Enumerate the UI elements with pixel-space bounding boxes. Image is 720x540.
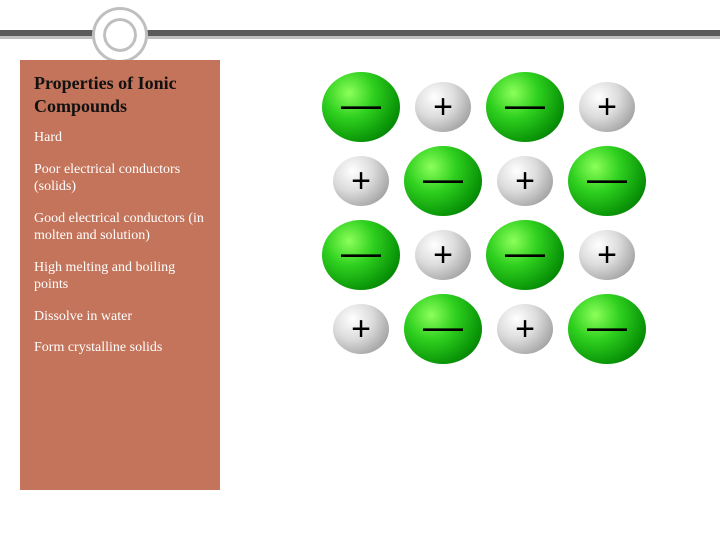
slide: Properties of Ionic Compounds Hard Poor …: [0, 0, 720, 540]
cation: +: [566, 70, 648, 144]
plus-icon: +: [433, 236, 453, 275]
cation: +: [484, 292, 566, 366]
minus-icon: —: [341, 83, 381, 128]
anion: —: [566, 292, 648, 366]
property-item: Form crystalline solids: [34, 339, 206, 357]
plus-icon: +: [433, 88, 453, 127]
minus-icon: —: [505, 231, 545, 276]
ring-icon: [95, 10, 145, 60]
plus-icon: +: [597, 236, 617, 275]
anion: —: [320, 218, 402, 292]
anion: —: [320, 70, 402, 144]
cation: +: [484, 144, 566, 218]
anion: —: [484, 70, 566, 144]
cation: +: [402, 218, 484, 292]
plus-icon: +: [515, 310, 535, 349]
anion: —: [402, 292, 484, 366]
cation: +: [320, 144, 402, 218]
sidebar: Properties of Ionic Compounds Hard Poor …: [20, 60, 220, 490]
ionic-lattice-diagram: — + — + + — + — — + — + + — + —: [320, 70, 700, 370]
property-item: Good electrical conductors (in molten an…: [34, 210, 206, 245]
property-item: High melting and boiling points: [34, 259, 206, 294]
lattice-row: + — + —: [320, 292, 700, 366]
property-item: Hard: [34, 129, 206, 147]
minus-icon: —: [587, 305, 627, 350]
minus-icon: —: [505, 83, 545, 128]
anion: —: [566, 144, 648, 218]
cation: +: [320, 292, 402, 366]
lattice-row: + — + —: [320, 144, 700, 218]
anion: —: [402, 144, 484, 218]
plus-icon: +: [515, 162, 535, 201]
plus-icon: +: [351, 310, 371, 349]
lattice-row: — + — +: [320, 218, 700, 292]
cation: +: [402, 70, 484, 144]
lattice-row: — + — +: [320, 70, 700, 144]
minus-icon: —: [423, 157, 463, 202]
cation: +: [566, 218, 648, 292]
minus-icon: —: [341, 231, 381, 276]
property-item: Poor electrical conductors (solids): [34, 161, 206, 196]
plus-icon: +: [351, 162, 371, 201]
anion: —: [484, 218, 566, 292]
plus-icon: +: [597, 88, 617, 127]
minus-icon: —: [587, 157, 627, 202]
property-item: Dissolve in water: [34, 308, 206, 326]
page-title: Properties of Ionic Compounds: [34, 72, 206, 117]
minus-icon: —: [423, 305, 463, 350]
